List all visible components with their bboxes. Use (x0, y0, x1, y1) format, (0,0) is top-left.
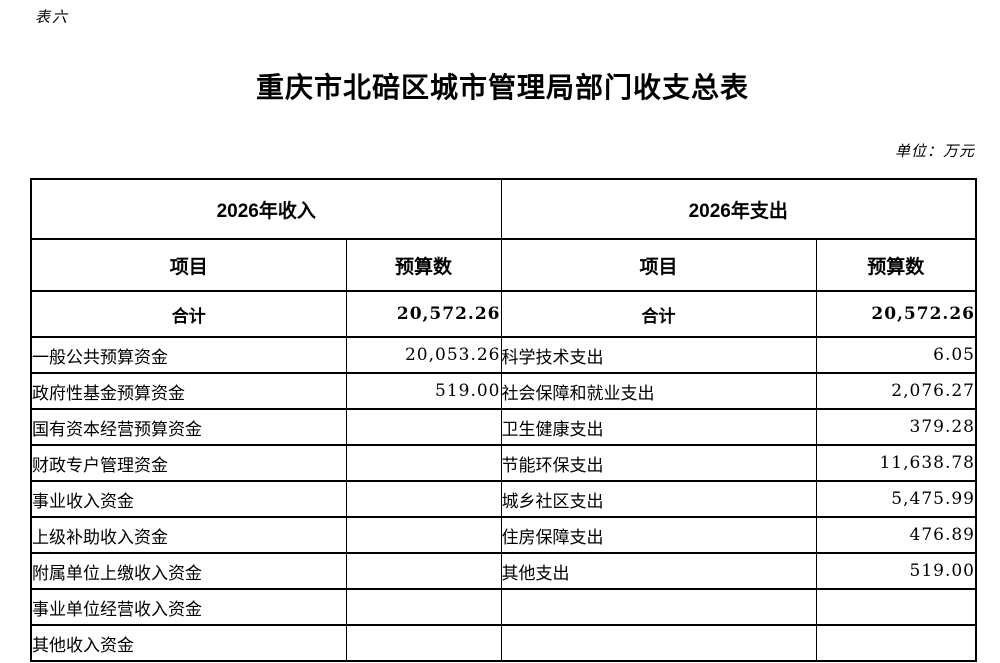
income-item-cell: 政府性基金预算资金 (30, 372, 347, 410)
expense-item-cell: 社会保障和就业支出 (500, 372, 817, 410)
income-item-column-header: 项目 (30, 238, 347, 292)
income-value-cell (345, 588, 502, 626)
expense-item-cell: 卫生健康支出 (500, 408, 817, 446)
expense-value-cell (815, 588, 977, 626)
expense-value-cell (815, 624, 977, 662)
expense-value-cell: 6.05 (815, 336, 977, 374)
income-item-cell: 国有资本经营预算资金 (30, 408, 347, 446)
expense-item-cell: 城乡社区支出 (500, 480, 817, 518)
table-row: 事业收入资金 城乡社区支出 5,475.99 (30, 480, 977, 518)
income-item-cell: 其他收入资金 (30, 624, 347, 662)
income-budget-column-header: 预算数 (345, 238, 502, 292)
income-total-label: 合计 (30, 290, 347, 338)
expense-item-cell: 住房保障支出 (500, 516, 817, 554)
income-value-cell (345, 444, 502, 482)
table-row: 其他收入资金 (30, 624, 977, 662)
income-item-cell: 事业单位经营收入资金 (30, 588, 347, 626)
total-row: 合计 20,572.26 合计 20,572.26 (30, 290, 977, 338)
expense-item-column-header: 项目 (500, 238, 817, 292)
expense-section-header: 2026年支出 (500, 178, 977, 240)
income-value-cell (345, 552, 502, 590)
expense-item-cell: 其他支出 (500, 552, 817, 590)
section-header-row: 2026年收入 2026年支出 (30, 178, 977, 240)
expense-value-cell: 5,475.99 (815, 480, 977, 518)
income-value-cell: 519.00 (345, 372, 502, 410)
table-row: 国有资本经营预算资金 卫生健康支出 379.28 (30, 408, 977, 446)
income-value-cell (345, 516, 502, 554)
income-value-cell: 20,053.26 (345, 336, 502, 374)
expense-item-cell: 节能环保支出 (500, 444, 817, 482)
page-title: 重庆市北碚区城市管理局部门收支总表 (255, 71, 749, 104)
table-row: 附属单位上缴收入资金 其他支出 519.00 (30, 552, 977, 590)
expense-item-cell: 科学技术支出 (500, 336, 817, 374)
expense-value-cell: 2,076.27 (815, 372, 977, 410)
table-row: 财政专户管理资金 节能环保支出 11,638.78 (30, 444, 977, 482)
table-row: 政府性基金预算资金 519.00 社会保障和就业支出 2,076.27 (30, 372, 977, 410)
table-number-label: 表六 (35, 8, 70, 26)
expense-total-value: 20,572.26 (815, 290, 977, 338)
expense-value-cell: 476.89 (815, 516, 977, 554)
column-header-row: 项目 预算数 项目 预算数 (30, 238, 977, 292)
income-item-cell: 上级补助收入资金 (30, 516, 347, 554)
income-value-cell (345, 624, 502, 662)
table-row: 一般公共预算资金 20,053.26 科学技术支出 6.05 (30, 336, 977, 374)
table-row: 上级补助收入资金 住房保障支出 476.89 (30, 516, 977, 554)
income-item-cell: 一般公共预算资金 (30, 336, 347, 374)
budget-summary-table: 2026年收入 2026年支出 项目 预算数 项目 预算数 合计 20,572.… (30, 178, 977, 662)
income-item-cell: 事业收入资金 (30, 480, 347, 518)
unit-note: 单位：万元 (894, 142, 975, 160)
income-value-cell (345, 408, 502, 446)
expense-budget-column-header: 预算数 (815, 238, 977, 292)
expense-value-cell: 519.00 (815, 552, 977, 590)
expense-value-cell: 379.28 (815, 408, 977, 446)
expense-total-label: 合计 (500, 290, 817, 338)
income-section-header: 2026年收入 (30, 178, 502, 240)
expense-item-cell (500, 624, 817, 662)
expense-item-cell (500, 588, 817, 626)
income-value-cell (345, 480, 502, 518)
table-row: 事业单位经营收入资金 (30, 588, 977, 626)
expense-value-cell: 11,638.78 (815, 444, 977, 482)
income-item-cell: 财政专户管理资金 (30, 444, 347, 482)
income-item-cell: 附属单位上缴收入资金 (30, 552, 347, 590)
income-total-value: 20,572.26 (345, 290, 502, 338)
